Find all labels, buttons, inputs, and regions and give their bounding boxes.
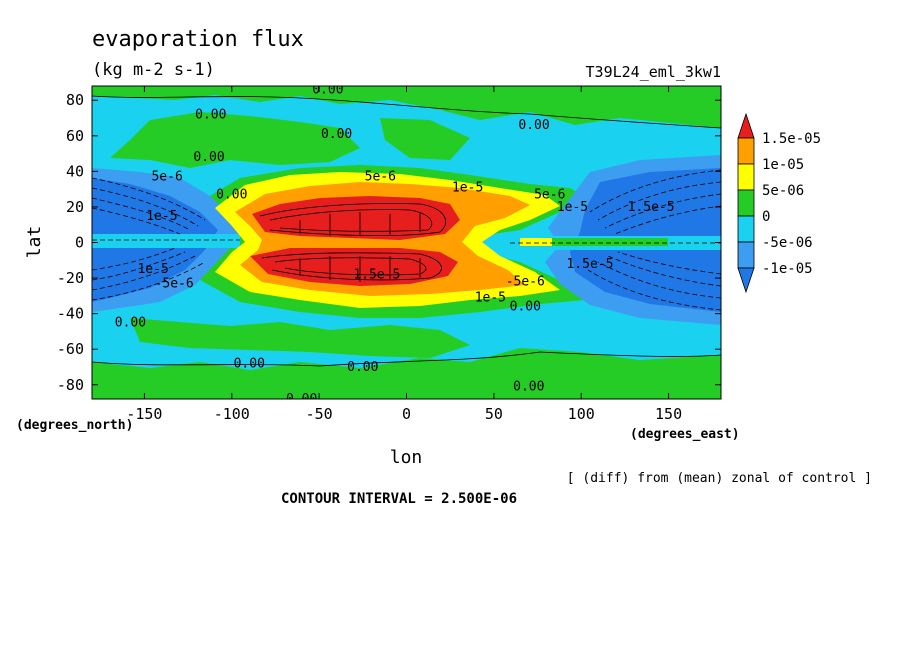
- chart-title: evaporation flux: [92, 27, 304, 52]
- colorbar-segment: [737, 163, 755, 191]
- contour-label: 1e-5: [475, 291, 506, 306]
- colorbar-label: 1.5e-05: [762, 131, 821, 147]
- contour-label: 0.00: [216, 187, 247, 202]
- contour-label: 0.00: [321, 127, 352, 142]
- contour-label: -5e-6: [155, 276, 194, 291]
- contour-band-equator-east-green: [550, 238, 668, 246]
- chart-subtitle: (kg m-2 s-1): [92, 60, 215, 80]
- y-tick-label: -20: [57, 269, 84, 287]
- y-axis: -80 -60 -40 -20 0 20 40 60 80: [57, 91, 721, 394]
- x-axis: -150 -100 -50 0 50 100 150: [126, 86, 682, 423]
- contour-label: 5e-6: [365, 170, 396, 185]
- y-axis-label: lat: [24, 226, 45, 259]
- contour-band-equator-east-yellow: [520, 238, 552, 246]
- colorbar-label: -1e-05: [762, 261, 813, 277]
- contour-label: 0.00: [510, 300, 541, 315]
- colorbar: -1e-05 -5e-06 0 5e-06 1e-05 1.5e-05: [737, 112, 821, 294]
- contour-label: -5e-6: [506, 275, 545, 290]
- y-tick-label: 20: [66, 198, 84, 216]
- x-axis-label: lon: [390, 447, 423, 468]
- run-label: T39L24_eml_3kw1: [586, 63, 721, 81]
- y-tick-label: -60: [57, 340, 84, 358]
- diff-note: [ (diff) from (mean) zonal of control ]: [567, 471, 872, 486]
- x-tick-label: -100: [214, 405, 250, 423]
- colorbar-segment: [737, 189, 755, 217]
- contour-label: 1e-5: [137, 262, 168, 277]
- contour-band-green-south: [130, 318, 470, 358]
- contour-band-red-south: [250, 248, 458, 286]
- colorbar-bottom-arrow: [737, 267, 755, 294]
- colorbar-label: 1e-05: [762, 157, 804, 173]
- x-tick-label: 150: [655, 405, 682, 423]
- y-tick-label: 0: [75, 234, 84, 252]
- colorbar-segment: [737, 215, 755, 243]
- y-tick-label: 40: [66, 162, 84, 180]
- x-tick-label: -150: [126, 405, 162, 423]
- contour-label: 0.00: [286, 392, 317, 407]
- colorbar-top-arrow: [737, 112, 755, 139]
- contour-label: 0.00: [193, 150, 224, 165]
- x-axis-units: (degrees_east): [630, 427, 740, 442]
- contour-band-green-north-2: [380, 118, 470, 160]
- contour-label: 0.00: [115, 316, 146, 331]
- x-tick-label: -50: [306, 405, 333, 423]
- contour-band-red-north: [252, 196, 460, 240]
- x-tick-label: 0: [402, 405, 411, 423]
- contour-label: 0.00: [195, 107, 226, 122]
- contour-lines: [92, 95, 721, 367]
- colorbar-segment: [737, 137, 755, 165]
- x-tick-label: 50: [485, 405, 503, 423]
- y-axis-units: (degrees_north): [16, 418, 133, 433]
- contour-label: 0.00: [518, 118, 549, 133]
- y-tick-label: -40: [57, 305, 84, 323]
- colorbar-segment: [737, 241, 755, 269]
- colorbar-label: 0: [762, 209, 770, 225]
- contour-interval-text: CONTOUR INTERVAL = 2.500E-06: [281, 491, 517, 507]
- y-tick-label: 80: [66, 91, 84, 109]
- y-tick-label: -80: [57, 376, 84, 394]
- contour-label: 0.00: [347, 360, 378, 375]
- contour-label: 1e-5: [452, 180, 483, 195]
- contour-label: 0.00: [312, 83, 343, 98]
- y-tick-label: 60: [66, 127, 84, 145]
- contour-label: 5e-6: [534, 187, 565, 202]
- contour-label: 1.5e-5: [566, 257, 613, 272]
- colorbar-label: -5e-06: [762, 235, 813, 251]
- contour-label: 0.00: [234, 356, 265, 371]
- contour-label: 1e-5: [146, 209, 177, 224]
- contour-label: 0.00: [513, 380, 544, 395]
- contour-label: 1.5e-5: [353, 268, 400, 283]
- colorbar-label: 5e-06: [762, 183, 804, 199]
- contour-label: 1e-5: [557, 200, 588, 215]
- contour-band-green-north: [110, 112, 360, 168]
- contour-band-equator-cyan: [92, 234, 240, 248]
- negative-contour-lines: [92, 169, 721, 311]
- contour-fill-layer: [92, 95, 721, 370]
- contour-label: 1.5e-5: [628, 200, 675, 215]
- x-tick-label: 100: [568, 405, 595, 423]
- contour-label: 5e-6: [151, 170, 182, 185]
